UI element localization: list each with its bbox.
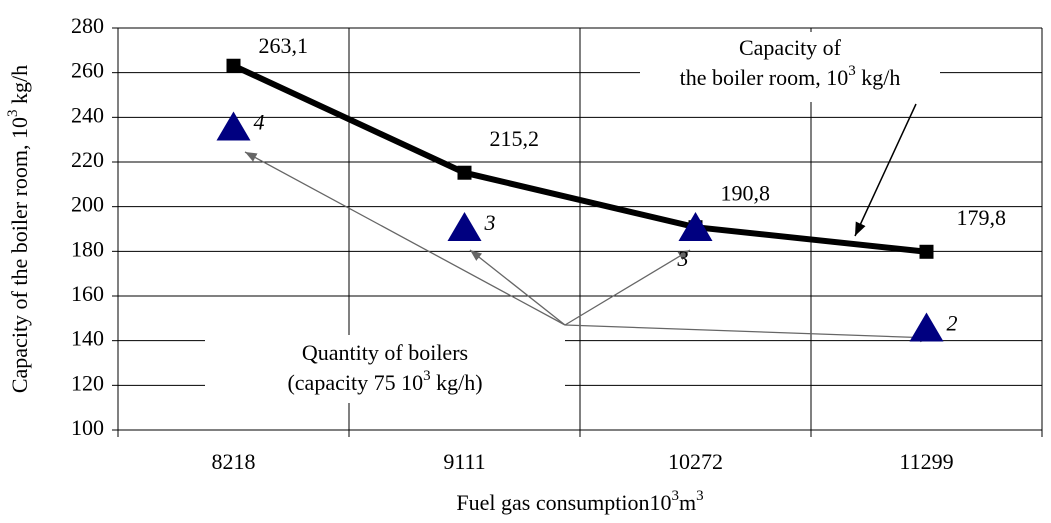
text-part: 3 xyxy=(423,368,431,384)
text-part: 3 xyxy=(696,488,704,504)
data-label: 3 xyxy=(484,210,496,235)
y-tick-label: 240 xyxy=(71,102,104,127)
y-tick-label: 280 xyxy=(71,13,104,38)
text-part: Quantity of boilers xyxy=(302,340,468,365)
annotation: (capacity 75 103 kg/h) xyxy=(287,368,482,395)
text-part: 3 xyxy=(848,63,856,79)
annotation: the boiler room, 103 kg/h xyxy=(680,63,901,90)
text-part: Fuel gas consumption10 xyxy=(456,490,671,515)
data-label: 190,8 xyxy=(721,180,771,205)
annotation: Capacity of xyxy=(739,35,842,60)
marker xyxy=(678,212,713,241)
text-part: Capacity of the boiler room, 10 xyxy=(7,117,32,393)
y-tick-label: 200 xyxy=(71,192,104,217)
x-tick-label: 11299 xyxy=(899,449,953,474)
marker xyxy=(909,312,944,342)
marker xyxy=(919,244,934,259)
y-axis-label: Capacity of the boiler room, 103 kg/h xyxy=(5,65,32,393)
x-tick-label: 10272 xyxy=(668,449,723,474)
text-part: m xyxy=(679,490,696,515)
data-label: 263,1 xyxy=(259,33,309,58)
x-tick-label: 9111 xyxy=(443,449,485,474)
arrows xyxy=(244,103,933,343)
text-part: (capacity 75 10 xyxy=(287,370,423,395)
y-tick-label: 100 xyxy=(71,415,104,440)
marker xyxy=(447,212,482,241)
y-tick-label: 160 xyxy=(71,281,104,306)
annotation-box xyxy=(205,335,565,403)
data-label: 215,2 xyxy=(490,126,540,151)
text-part: kg/h xyxy=(7,65,32,110)
x-axis-label: Fuel gas consumption103m3 xyxy=(456,488,703,515)
text-part: 3 xyxy=(5,109,21,117)
text-part: kg/h) xyxy=(431,370,483,395)
marker xyxy=(216,111,251,141)
text-part: Capacity of xyxy=(739,35,842,60)
y-tick-label: 120 xyxy=(71,370,104,395)
text-part: kg/h xyxy=(856,65,901,90)
line xyxy=(232,63,927,255)
y-tick-label: 180 xyxy=(71,236,104,261)
marker xyxy=(457,165,472,180)
y-tick-label: 260 xyxy=(71,58,104,83)
y-tick-label: 140 xyxy=(71,326,104,351)
annotation-box xyxy=(640,32,940,102)
data-label: 3 xyxy=(677,246,689,271)
data-label: 4 xyxy=(254,110,265,135)
x-tick-label: 8218 xyxy=(212,449,256,474)
y-tick-label: 220 xyxy=(71,147,104,172)
annotation: Quantity of boilers xyxy=(302,340,468,365)
data-label: 2 xyxy=(947,311,958,336)
marker xyxy=(226,58,241,73)
text-part: the boiler room, 10 xyxy=(680,65,849,90)
data-label: 179,8 xyxy=(957,205,1007,230)
text-part: 3 xyxy=(671,488,679,504)
